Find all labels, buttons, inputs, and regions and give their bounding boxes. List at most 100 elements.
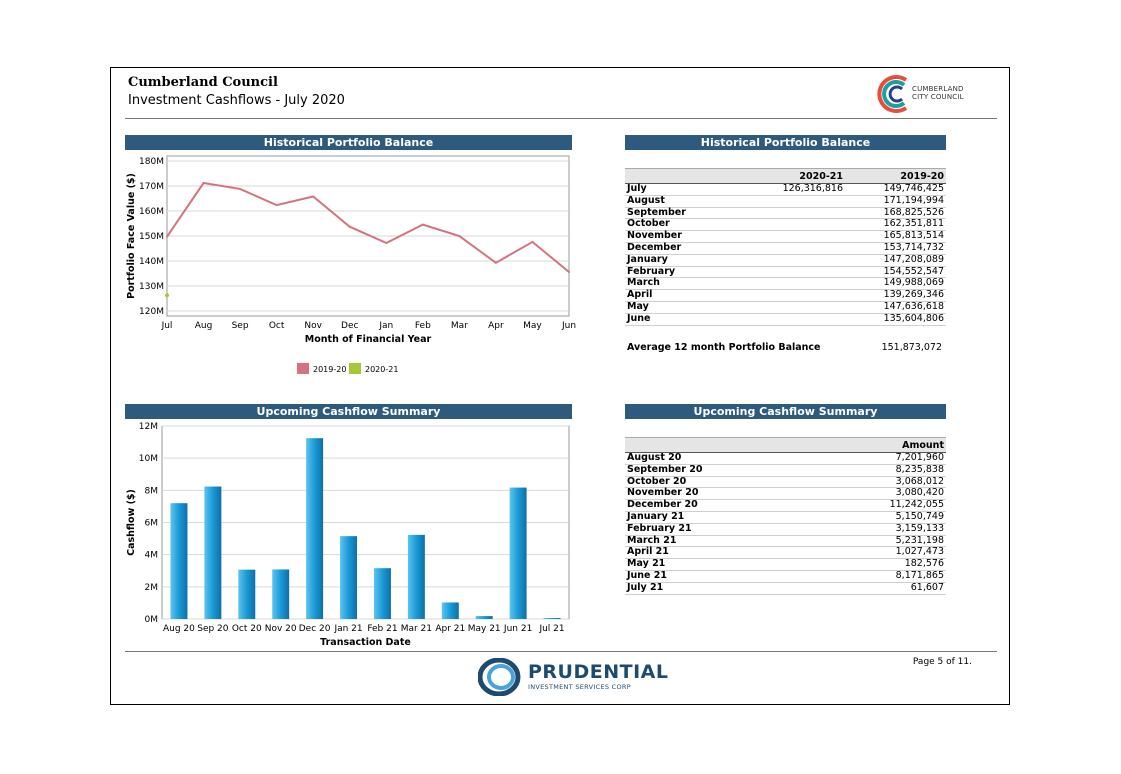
balance-table-title: Historical Portfolio Balance [625,135,946,150]
cumberland-logo: CUMBERLAND CITY COUNCIL [876,74,966,114]
x-tick-label: Jan 21 [333,624,362,634]
balance-table-row: June 135,604,806 [625,313,946,326]
x-tick-label: Apr 21 [435,624,465,634]
prudential-logo-icon [478,658,521,696]
cashflow-amount-cell: 3,068,012 [789,476,946,489]
balance-2019-20-cell: 171,194,994 [845,195,946,208]
y-tick-label: 10M [139,454,158,464]
data-point-2019-20 [312,195,315,198]
balance-2019-20-cell: 139,269,346 [845,289,946,302]
balance-2020-21-cell [729,254,845,267]
y-tick-label: 170M [139,182,164,192]
cashflow-bar-chart: 0M 2M 4M 6M 8M 10M 12M Aug 20 Sep 20 Oct 20 Nov 20… [126,422,570,648]
council-name: Cumberland Council [128,75,278,90]
cashflow-amount-cell: 7,201,960 [789,452,946,465]
balance-month-cell: May [625,301,729,314]
balance-2019-20-cell: 149,988,069 [845,278,946,291]
balance-2019-20-cell: 165,813,514 [845,230,946,243]
x-tick-label: Mar [451,321,468,331]
bar-jun-21 [509,487,527,619]
cashflow-table-row: December 20 11,242,055 [625,499,946,512]
x-tick-label: Sep [232,321,249,331]
report-title: Investment Cashflows - July 2020 [128,93,345,108]
cashflow-amount-cell: 3,080,420 [789,488,946,501]
balance-2019-20-cell: 168,825,526 [845,207,946,220]
logo-text-line1: CUMBERLAND [912,85,964,93]
cashflow-amount-cell: 5,231,198 [789,535,946,548]
cashflow-table-header-amount: Amount [789,437,946,453]
balance-2019-20-cell: 153,714,732 [845,242,946,255]
x-tick-label: Feb [415,321,431,331]
data-point-2019-20 [239,187,242,190]
cashflow-table-row: June 21 8,171,865 [625,570,946,583]
cashflow-date-cell: July 21 [625,582,789,595]
y-tick-label: 6M [145,519,159,529]
balance-month-cell: October [625,219,729,232]
x-axis-label: Month of Financial Year [305,334,432,345]
cashflow-table-header-row: Amount [625,437,946,453]
bar-aug-20 [170,503,188,619]
cumberland-logo-icon [877,75,908,113]
legend-swatch [297,363,309,374]
cashflow-table-row: April 21 1,027,473 [625,547,946,560]
balance-table-row: February 154,552,547 [625,266,946,279]
cashflow-chart-title: Upcoming Cashflow Summary [125,404,572,419]
cashflow-amount-cell: 1,027,473 [789,547,946,560]
y-tick-label: 12M [139,422,158,432]
cashflow-amount-cell: 61,607 [789,582,946,595]
data-point-2019-20 [421,223,424,226]
balance-month-cell: September [625,207,729,220]
balance-table-header-2019-20: 2019-20 [845,168,946,184]
cashflow-date-cell: April 21 [625,547,789,560]
y-tick-label: 120M [139,307,164,317]
cashflow-table-header-blank [625,437,789,453]
cashflow-date-cell: September 20 [625,464,789,477]
x-tick-label: May [523,321,542,331]
cumberland-logo-text: CUMBERLAND CITY COUNCIL [912,85,964,101]
balance-chart-title: Historical Portfolio Balance [125,135,572,150]
average-balance-value: 151,873,072 [881,342,942,353]
balance-2019-20-cell: 147,208,089 [845,254,946,267]
balance-table-row: May 147,636,618 [625,301,946,314]
y-tick-label: 130M [139,282,164,292]
x-tick-label: Jun [561,321,576,331]
bar-nov-20 [272,569,290,619]
y-axis-label: Portfolio Face Value ($) [126,173,137,299]
cashflow-table-row: August 20 7,201,960 [625,452,946,465]
bar-jan-21 [340,536,358,619]
balance-table-row: December 153,714,732 [625,242,946,255]
x-tick-label: Jul [161,321,173,331]
cashflow-table-row: November 20 3,080,420 [625,488,946,501]
x-tick-label: Nov 20 [265,624,297,634]
balance-table-row: November 165,813,514 [625,230,946,243]
y-tick-label: 2M [145,583,159,593]
data-point-2019-20 [202,182,205,185]
cashflow-date-cell: October 20 [625,476,789,489]
bar-feb-21 [373,568,391,619]
y-tick-label: 4M [145,551,159,561]
header-rule [125,118,997,119]
x-tick-label: Dec 20 [299,624,331,634]
balance-table-header-blank [625,168,729,184]
legend-label: 2019-20 [313,365,346,374]
x-tick-label: Aug 20 [163,624,195,634]
balance-month-cell: July [625,183,729,196]
balance-2020-21-cell [729,277,845,291]
cashflow-table-row: October 20 3,068,012 [625,476,946,489]
bar-oct-20 [238,569,256,619]
cashflow-date-cell: June 21 [625,570,789,583]
x-tick-label: May 21 [468,624,501,634]
prudential-logo: PRUDENTIAL INVESTMENT SERVICES CORP [478,658,668,696]
bar-apr-21 [441,602,459,619]
cashflow-amount-cell: 11,242,055 [789,499,946,512]
balance-2019-20-cell: 162,351,811 [845,219,946,232]
page-number: Page 5 of 11. [912,657,972,667]
balance-table-row: January 147,208,089 [625,254,946,267]
y-tick-label: 140M [139,257,164,267]
balance-2020-21-cell [729,242,845,255]
balance-month-cell: February [625,266,729,279]
balance-table-row: March 149,988,069 [625,277,946,291]
data-point-2019-20 [568,270,570,273]
cashflow-date-cell: August 20 [625,452,789,465]
balance-2020-21-cell: 126,316,816 [729,183,845,196]
